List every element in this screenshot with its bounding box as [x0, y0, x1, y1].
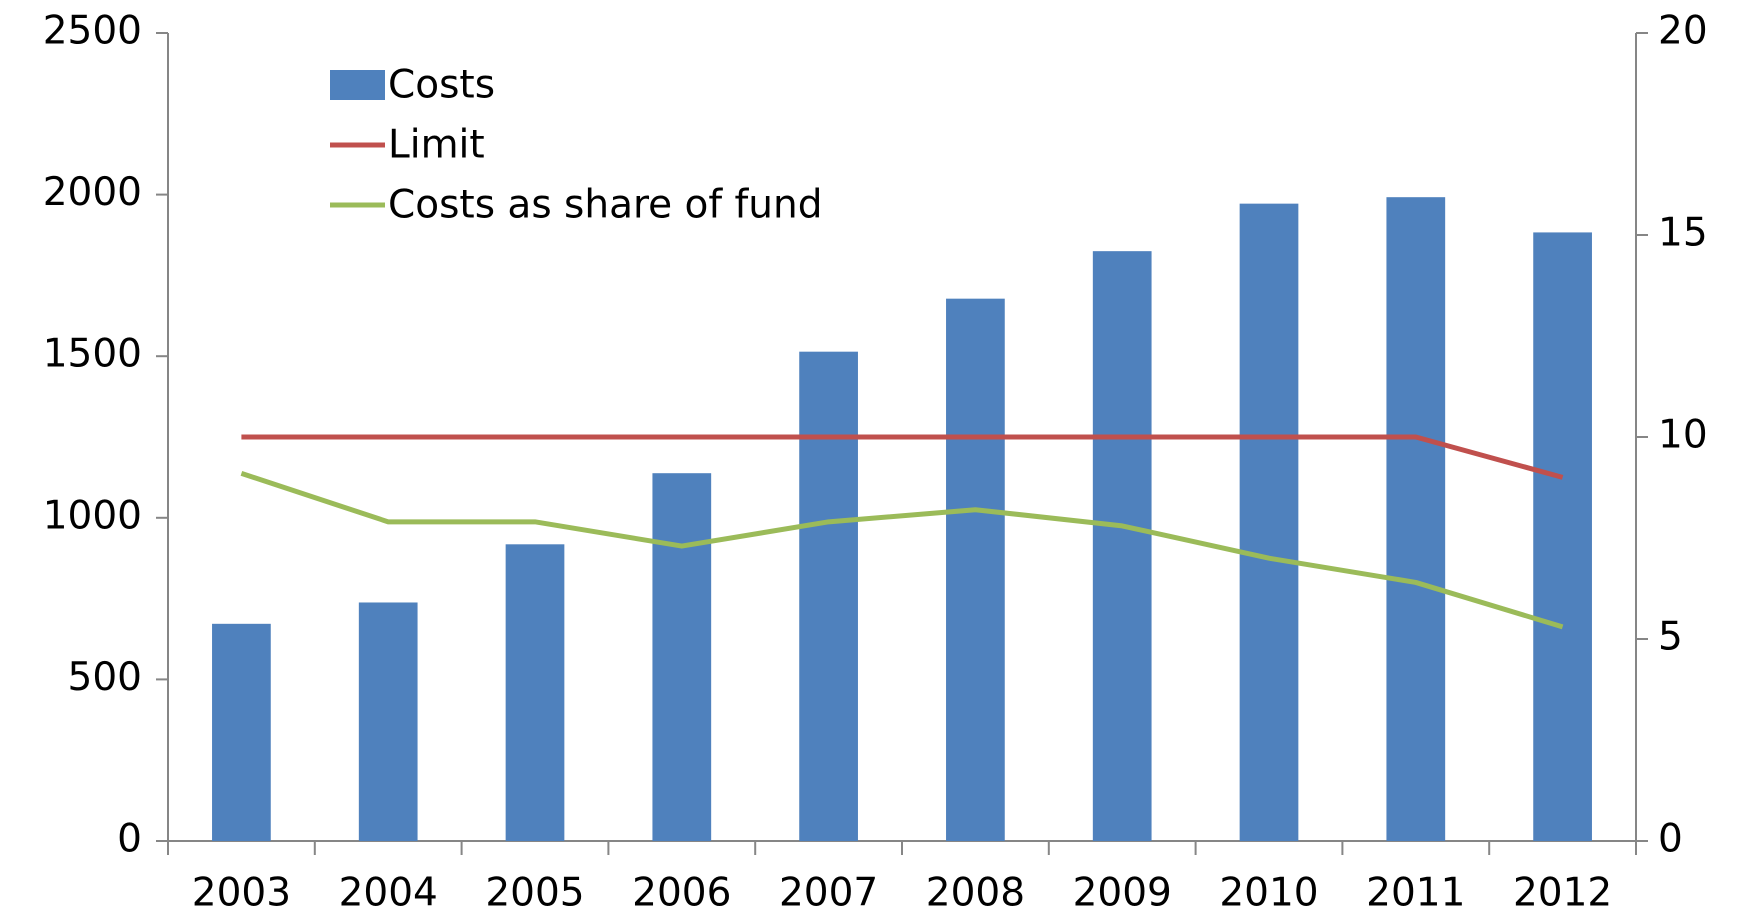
x-tick-label: 2007	[779, 871, 878, 916]
y2-tick-label: 0	[1658, 817, 1683, 862]
bar	[1386, 197, 1446, 841]
bar	[212, 623, 271, 841]
y-tick-label: 1500	[43, 332, 142, 377]
y-tick-label: 2500	[43, 9, 142, 54]
legend-label: Costs as share of fund	[388, 183, 822, 228]
y2-tick-label: 15	[1658, 211, 1708, 256]
bar	[946, 298, 1005, 841]
bar	[1239, 203, 1299, 841]
y-tick-label: 500	[68, 655, 142, 700]
x-tick-label: 2010	[1219, 871, 1318, 916]
line	[240, 470, 1564, 630]
x-tick-label: 2011	[1366, 871, 1465, 916]
x-tick-label: 2012	[1513, 871, 1612, 916]
line	[241, 434, 1564, 480]
x-tick-label: 2003	[192, 871, 291, 916]
x-tick-label: 2008	[926, 871, 1025, 916]
x-tick-label: 2004	[339, 871, 438, 916]
legend-label: Limit	[388, 123, 485, 168]
bar	[505, 544, 565, 841]
y-tick-label: 2000	[43, 170, 142, 215]
y2-tick-label: 20	[1658, 9, 1708, 54]
bar	[1533, 232, 1592, 841]
y-tick-label: 0	[117, 817, 142, 862]
legend-label: Costs	[388, 63, 495, 108]
y2-tick-label: 10	[1658, 413, 1708, 458]
bar	[1092, 251, 1152, 841]
x-tick-label: 2009	[1073, 871, 1172, 916]
y-tick-label: 1000	[43, 493, 142, 538]
legend-swatch	[330, 70, 385, 100]
y2-tick-label: 5	[1658, 615, 1683, 660]
bar	[358, 602, 418, 841]
bar	[799, 351, 858, 841]
x-tick-label: 2005	[485, 871, 584, 916]
bar	[652, 473, 712, 841]
x-tick-label: 2006	[632, 871, 731, 916]
